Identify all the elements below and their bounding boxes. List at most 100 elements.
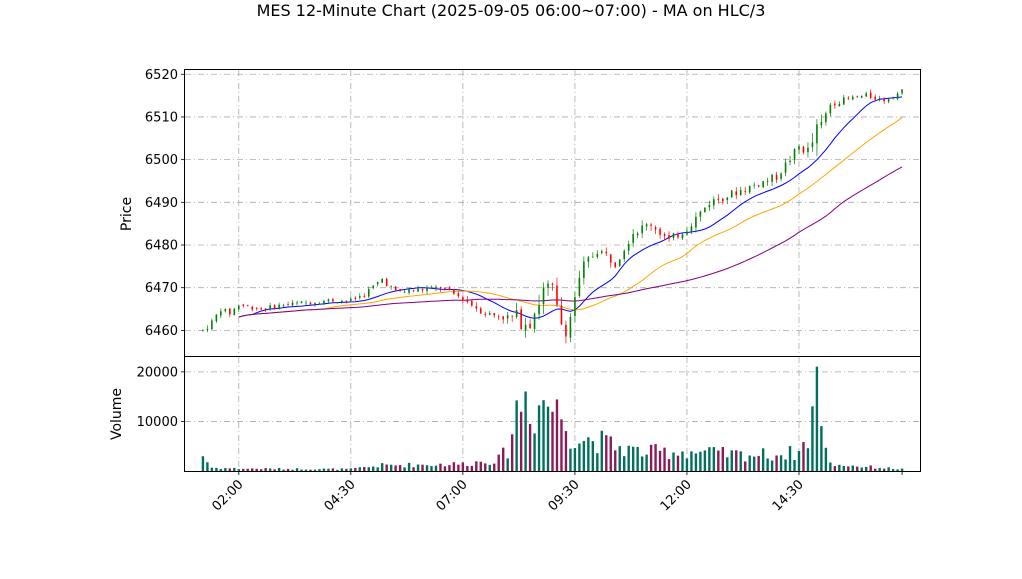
volume-bar bbox=[551, 411, 554, 471]
volume-bar bbox=[730, 450, 733, 471]
volume-bar bbox=[627, 445, 630, 471]
volume-bar bbox=[533, 433, 536, 471]
price-tick-label: 6490 bbox=[145, 196, 178, 211]
price-tick-label: 6470 bbox=[145, 281, 178, 296]
volume-tick-label: 20000 bbox=[137, 365, 178, 380]
candle-body bbox=[605, 251, 608, 254]
volume-bar bbox=[367, 467, 370, 471]
volume-bar bbox=[806, 448, 810, 471]
volume-bar bbox=[457, 464, 460, 471]
volume-bar bbox=[609, 436, 612, 471]
candle-body bbox=[896, 93, 899, 99]
candle-body bbox=[529, 323, 531, 329]
candle-body bbox=[722, 198, 724, 202]
candle-body bbox=[775, 174, 778, 180]
volume-bar bbox=[645, 454, 648, 471]
candle-body bbox=[220, 311, 222, 316]
moving-average-line bbox=[238, 117, 903, 318]
volume-bar bbox=[394, 465, 397, 471]
volume-bar bbox=[233, 467, 236, 471]
candle-body bbox=[273, 305, 276, 309]
candle-body bbox=[287, 304, 289, 305]
volume-bar bbox=[887, 467, 890, 471]
volume-bar bbox=[510, 434, 514, 471]
candle-body bbox=[632, 233, 634, 243]
candle-body bbox=[332, 299, 334, 302]
candle-body bbox=[744, 190, 747, 192]
volume-bar bbox=[502, 447, 505, 471]
volume-bar bbox=[600, 430, 603, 471]
candle-body bbox=[390, 286, 392, 288]
candle-body bbox=[592, 256, 594, 258]
candle-body bbox=[739, 190, 742, 196]
candle-body bbox=[609, 254, 612, 263]
volume-bar bbox=[811, 406, 814, 471]
candle-body bbox=[314, 303, 316, 305]
volume-bar bbox=[246, 468, 249, 471]
candle-body bbox=[618, 259, 621, 266]
candle-body bbox=[574, 297, 576, 317]
volume-bar bbox=[779, 455, 783, 471]
candle-body bbox=[403, 291, 406, 293]
candle-body bbox=[318, 303, 321, 305]
volume-bar bbox=[528, 424, 532, 471]
volume-bar bbox=[318, 469, 321, 471]
volume-bar bbox=[851, 465, 854, 471]
candle-body bbox=[484, 313, 487, 315]
volume-bar bbox=[667, 459, 671, 471]
volume-bar bbox=[560, 419, 563, 471]
volume-tick-label: 10000 bbox=[137, 415, 178, 430]
volume-bar bbox=[690, 451, 693, 471]
candle-body bbox=[650, 224, 652, 226]
volume-bar bbox=[488, 464, 491, 471]
chart-title: MES 12-Minute Chart (2025-09-05 06:00~07… bbox=[257, 1, 766, 20]
candle-body bbox=[457, 293, 460, 297]
volume-bar bbox=[295, 468, 299, 471]
volume-bar bbox=[546, 406, 550, 471]
candle-body bbox=[538, 305, 540, 315]
candle-body bbox=[417, 288, 419, 292]
candle-body bbox=[672, 233, 675, 238]
candle-body bbox=[704, 207, 706, 213]
volume-bar bbox=[407, 462, 411, 471]
volume-bar bbox=[237, 469, 240, 471]
volume-bar bbox=[398, 465, 402, 471]
volume-bar bbox=[524, 391, 527, 471]
candle-body bbox=[645, 224, 648, 227]
volume-bar bbox=[242, 468, 245, 471]
volume-bar bbox=[210, 467, 214, 471]
volume-bar bbox=[309, 469, 312, 471]
candle-body bbox=[834, 103, 836, 106]
volume-bar bbox=[685, 458, 689, 471]
candle-body bbox=[336, 302, 339, 304]
candle-body bbox=[296, 302, 298, 304]
volume-bar bbox=[578, 443, 581, 471]
volume-bar bbox=[425, 465, 429, 471]
candle-body bbox=[439, 287, 442, 289]
volume-bar bbox=[354, 467, 357, 471]
volume-bar bbox=[717, 450, 720, 471]
candle-body bbox=[766, 180, 769, 182]
volume-bar bbox=[752, 456, 756, 471]
volume-bar bbox=[873, 468, 877, 471]
volume-bar bbox=[277, 467, 281, 471]
candle-body bbox=[748, 185, 751, 193]
volume-bar bbox=[259, 469, 263, 471]
volume-bar bbox=[475, 461, 478, 471]
x-tick-label: 04:30 bbox=[322, 477, 359, 514]
candle-body bbox=[892, 97, 894, 99]
volume-bar bbox=[358, 467, 361, 471]
candle-body bbox=[583, 261, 585, 278]
volume-bar bbox=[676, 455, 680, 471]
candle-body bbox=[363, 296, 366, 297]
volume-bar bbox=[331, 468, 335, 471]
candle-body bbox=[367, 289, 370, 297]
volume-bar bbox=[255, 468, 258, 471]
candle-body bbox=[350, 298, 352, 301]
volume-bar bbox=[336, 469, 339, 471]
candle-body bbox=[636, 233, 639, 236]
volume-bar bbox=[605, 435, 608, 471]
price-tick-label: 6480 bbox=[145, 239, 178, 254]
volume-panel-frame bbox=[184, 356, 921, 472]
